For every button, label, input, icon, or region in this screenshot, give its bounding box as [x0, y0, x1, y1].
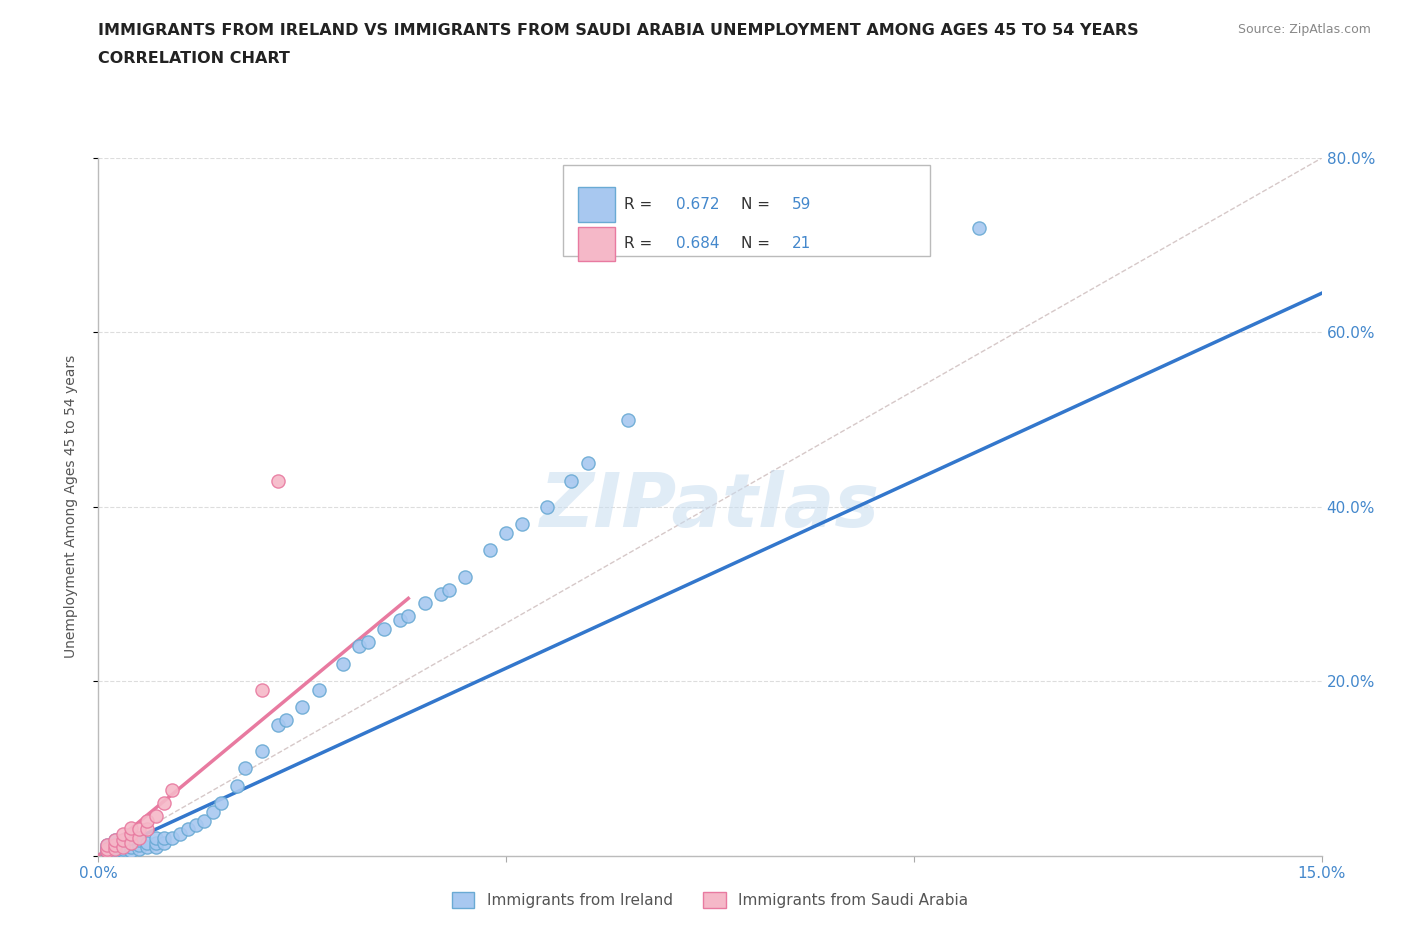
- Text: 59: 59: [792, 196, 811, 211]
- Text: CORRELATION CHART: CORRELATION CHART: [98, 51, 290, 66]
- Point: [104, 842, 127, 856]
- Text: Source: ZipAtlas.com: Source: ZipAtlas.com: [1237, 23, 1371, 36]
- Point: [478, 543, 501, 558]
- Text: 21: 21: [792, 236, 811, 251]
- Point: [274, 713, 297, 728]
- Point: [356, 634, 378, 649]
- Point: [128, 842, 150, 856]
- Text: N =: N =: [741, 236, 775, 251]
- Point: [120, 820, 142, 835]
- Point: [120, 827, 142, 842]
- Point: [226, 778, 249, 793]
- Point: [104, 835, 127, 850]
- Point: [136, 813, 159, 829]
- Point: [437, 582, 460, 597]
- Point: [160, 830, 183, 845]
- Point: [136, 822, 159, 837]
- Point: [454, 569, 477, 584]
- Point: [111, 838, 134, 853]
- Point: [267, 473, 290, 488]
- Point: [291, 700, 314, 715]
- Legend: Immigrants from Ireland, Immigrants from Saudi Arabia: Immigrants from Ireland, Immigrants from…: [446, 886, 974, 914]
- Point: [389, 613, 412, 628]
- Point: [512, 517, 534, 532]
- Point: [128, 822, 150, 837]
- Point: [104, 832, 127, 847]
- Point: [413, 595, 436, 610]
- Point: [332, 657, 354, 671]
- Y-axis label: Unemployment Among Ages 45 to 54 years: Unemployment Among Ages 45 to 54 years: [63, 355, 77, 658]
- Point: [96, 838, 118, 853]
- Point: [576, 456, 599, 471]
- Text: 0.672: 0.672: [676, 196, 720, 211]
- Point: [111, 840, 134, 855]
- Point: [96, 842, 118, 856]
- Point: [617, 412, 640, 427]
- Point: [120, 835, 142, 850]
- Point: [396, 608, 419, 623]
- Point: [250, 683, 273, 698]
- Point: [120, 835, 142, 850]
- Point: [177, 822, 200, 837]
- Point: [96, 842, 118, 856]
- Point: [96, 840, 118, 855]
- Bar: [578, 227, 614, 261]
- Point: [128, 830, 150, 845]
- Text: ZIPatlas: ZIPatlas: [540, 471, 880, 543]
- Text: R =: R =: [624, 196, 658, 211]
- Point: [145, 830, 167, 845]
- Point: [111, 844, 134, 858]
- Point: [152, 796, 174, 811]
- Point: [160, 783, 183, 798]
- Point: [430, 587, 453, 602]
- Point: [967, 220, 990, 235]
- Point: [250, 744, 273, 759]
- Point: [536, 499, 558, 514]
- Point: [96, 838, 118, 853]
- Text: N =: N =: [741, 196, 775, 211]
- Point: [145, 840, 167, 855]
- Point: [186, 817, 208, 832]
- Point: [169, 827, 191, 842]
- FancyBboxPatch shape: [564, 166, 931, 256]
- Point: [145, 835, 167, 850]
- Point: [128, 838, 150, 853]
- Point: [111, 832, 134, 847]
- Point: [96, 844, 118, 858]
- Text: 0.684: 0.684: [676, 236, 720, 251]
- Point: [152, 830, 174, 845]
- Point: [96, 844, 118, 858]
- Point: [120, 840, 142, 855]
- Point: [349, 639, 371, 654]
- Point: [104, 832, 127, 847]
- Point: [560, 473, 582, 488]
- Point: [111, 842, 134, 856]
- Bar: [578, 187, 614, 221]
- Text: IMMIGRANTS FROM IRELAND VS IMMIGRANTS FROM SAUDI ARABIA UNEMPLOYMENT AMONG AGES : IMMIGRANTS FROM IRELAND VS IMMIGRANTS FR…: [98, 23, 1139, 38]
- Point: [111, 827, 134, 842]
- Point: [104, 844, 127, 858]
- Point: [111, 832, 134, 847]
- Point: [128, 832, 150, 847]
- Point: [145, 809, 167, 824]
- Point: [152, 835, 174, 850]
- Point: [209, 796, 232, 811]
- Point: [120, 844, 142, 858]
- Point: [233, 761, 256, 776]
- Point: [373, 621, 395, 636]
- Point: [136, 840, 159, 855]
- Point: [193, 813, 215, 829]
- Text: R =: R =: [624, 236, 658, 251]
- Point: [120, 830, 142, 845]
- Point: [201, 804, 224, 819]
- Point: [267, 717, 290, 732]
- Point: [104, 840, 127, 855]
- Point: [104, 842, 127, 856]
- Point: [136, 835, 159, 850]
- Point: [104, 838, 127, 853]
- Point: [308, 683, 330, 698]
- Point: [495, 525, 517, 540]
